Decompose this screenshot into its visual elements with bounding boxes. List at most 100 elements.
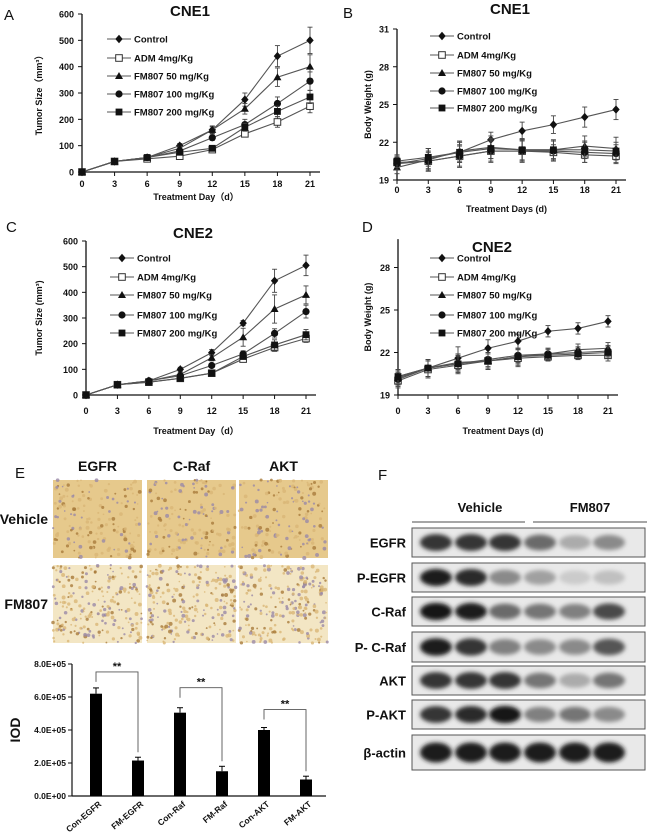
cell-nucleus [241,582,246,586]
cell-nucleus [207,490,210,493]
cell-nucleus [129,532,132,535]
cell-nucleus [218,577,223,582]
x-tick-label: 6 [146,406,151,416]
line-chart-c: CNE2 0 100 200 300 400 500 600 0 3 6 9 12 15 18 21 Treat… [34,225,316,436]
cell-nucleus [136,639,140,643]
cell-nucleus [111,497,115,501]
cell-nucleus [226,530,231,535]
data-point [514,336,522,346]
protein-band [420,568,452,587]
cell-nucleus [75,632,80,636]
legend-marker [115,54,123,62]
cell-nucleus [108,510,111,513]
cell-nucleus [205,603,208,607]
protein-band [593,742,625,763]
cell-nucleus [87,534,90,537]
data-point [456,148,463,156]
cell-nucleus [87,602,91,605]
protein-band [489,672,521,689]
legend-label: Control [137,254,171,265]
cell-nucleus [97,511,100,514]
cell-nucleus [310,586,313,589]
cell-nucleus [251,594,254,597]
series-line [85,334,307,396]
cell-nucleus [125,554,129,559]
cell-nucleus [152,601,156,604]
cell-nucleus [54,601,59,606]
cell-nucleus [289,603,292,606]
legend-marker [118,311,126,319]
cell-nucleus [257,488,260,492]
cell-nucleus [87,517,91,521]
cell-nucleus [308,487,313,491]
cell-nucleus [84,572,88,576]
cell-nucleus [206,548,210,551]
cell-nucleus [194,632,198,635]
cell-nucleus [162,535,166,539]
cell-nucleus [254,607,258,611]
cell-nucleus [259,576,262,579]
cell-nucleus [111,637,116,641]
cell-nucleus [131,570,135,573]
blot-row-label: C-Raf [371,605,406,620]
cell-nucleus [196,585,200,590]
cell-nucleus [147,608,152,612]
cell-nucleus [202,614,205,617]
legend-item: FM807 50 mg/Kg [430,69,532,80]
cell-nucleus [230,550,235,554]
legend-label: Control [457,32,491,43]
cell-nucleus [90,521,93,524]
protein-band [455,569,487,586]
cell-nucleus [258,548,262,553]
cell-nucleus [260,529,264,533]
cell-nucleus [150,499,153,503]
cell-nucleus [123,494,127,498]
cell-nucleus [86,517,89,521]
cell-nucleus [89,567,93,571]
cell-nucleus [61,605,65,608]
cell-nucleus [268,583,272,588]
x-tick-label: 6 [145,179,150,189]
y-tick-label: 19 [380,391,390,401]
cell-nucleus [310,641,315,645]
cell-nucleus [213,622,216,625]
cell-nucleus [161,549,165,553]
cell-nucleus [69,594,73,598]
y-tick-label: 8.0E+05 [34,659,66,669]
cell-nucleus [60,550,64,554]
cell-nucleus [191,606,194,609]
ihc-image [146,478,237,560]
cell-nucleus [200,487,204,491]
legend-label: FM807 50 mg/Kg [134,72,209,83]
legend-item: Control [430,32,491,43]
cell-nucleus [66,495,69,498]
ihc-panel: EGFR C-Raf AKT Vehicle FM807 [0,458,329,645]
cell-nucleus [306,600,310,604]
protein-band [420,638,452,656]
cell-nucleus [195,481,199,485]
cell-nucleus [277,551,281,554]
cell-nucleus [305,519,309,524]
cell-nucleus [162,641,166,645]
cell-nucleus [134,612,139,616]
cell-nucleus [196,584,199,587]
y-tick-label: 25 [380,306,390,316]
data-point [239,353,247,360]
y-tick-label: 600 [59,10,74,20]
cell-nucleus [210,517,212,520]
cell-nucleus [147,522,150,525]
data-point [176,374,184,382]
protein-band [593,534,625,551]
cell-nucleus [254,541,259,545]
y-tick-label: 19 [379,176,389,186]
legend-marker [115,72,123,79]
cell-nucleus [72,592,75,595]
cell-nucleus [51,620,55,625]
cell-nucleus [203,612,207,616]
cell-nucleus [268,610,271,613]
cell-nucleus [107,579,111,583]
cell-nucleus [251,631,256,636]
cell-nucleus [243,600,246,603]
cell-nucleus [254,543,258,547]
cell-nucleus [56,564,59,568]
